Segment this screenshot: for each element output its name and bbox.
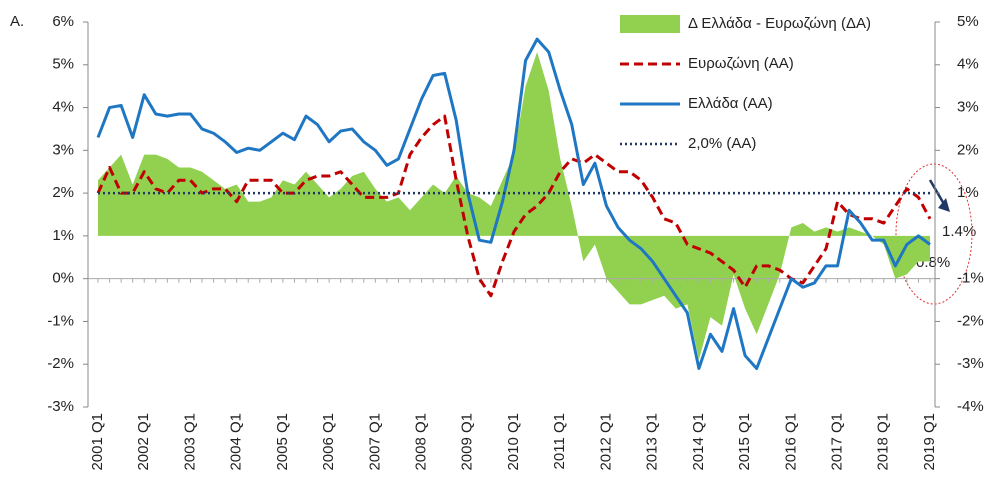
y-tick-label: 5%: [52, 56, 74, 73]
x-tick-label: 2018 Q1: [875, 413, 892, 471]
x-tick-label: 2002 Q1: [135, 413, 152, 471]
legend-swatch: [620, 15, 680, 33]
x-tick-label: 2007 Q1: [366, 413, 383, 471]
x-tick-label: 2016 Q1: [782, 413, 799, 471]
y2-tick-label: -1%: [957, 270, 984, 287]
x-tick-label: 2009 Q1: [459, 413, 476, 471]
y2-tick-label: 3%: [957, 99, 979, 116]
x-tick-label: 2010 Q1: [505, 413, 522, 471]
x-tick-label: 2014 Q1: [690, 413, 707, 471]
y-tick-label: 0%: [52, 270, 74, 287]
x-tick-label: 2019 Q1: [921, 413, 938, 471]
x-tick-label: 2012 Q1: [597, 413, 614, 471]
arrow: [928, 179, 946, 205]
x-tick-label: 2001 Q1: [89, 413, 106, 471]
x-tick-label: 2011 Q1: [551, 413, 568, 469]
panel-label: A.: [10, 13, 24, 30]
y2-tick-label: -4%: [957, 398, 984, 415]
arrow-head: [938, 198, 950, 212]
y2-tick-label: 4%: [957, 56, 979, 73]
highlight-ellipse: [895, 163, 973, 305]
y-tick-label: 3%: [52, 141, 74, 158]
line: [96, 37, 931, 370]
x-tick-label: 2015 Q1: [736, 413, 753, 471]
y2-tick-label: 5%: [957, 13, 979, 30]
legend-label: Δ Ελλάδα - Ευρωζώνη (ΔΑ): [688, 15, 871, 32]
y2-tick-label: 1%: [957, 184, 979, 201]
y-tick-label: 6%: [52, 13, 74, 30]
legend-label: Ευρωζώνη (ΑΑ): [688, 55, 794, 72]
y-tick-label: -3%: [47, 398, 74, 415]
y-tick-label: -1%: [47, 312, 74, 329]
y-tick-label: -2%: [47, 355, 74, 372]
x-tick-label: 2004 Q1: [228, 413, 245, 471]
legend-label: 2,0% (ΑΑ): [688, 135, 756, 152]
x-tick-label: 2006 Q1: [320, 413, 337, 471]
y-tick-label: 2%: [52, 184, 74, 201]
x-tick-label: 2017 Q1: [829, 413, 846, 471]
y-tick-label: 4%: [52, 99, 74, 116]
y2-tick-label: -2%: [957, 312, 984, 329]
x-tick-label: 2008 Q1: [413, 413, 430, 471]
y-tick-label: 1%: [52, 227, 74, 244]
area: [98, 51, 930, 360]
x-tick-label: 2005 Q1: [274, 413, 291, 471]
plot-layer: [98, 51, 930, 360]
annotation: 1.4%: [942, 223, 976, 240]
y2-tick-label: -3%: [957, 355, 984, 372]
x-tick-label: 2003 Q1: [181, 413, 198, 471]
y2-tick-label: 2%: [957, 141, 979, 158]
legend-label: Ελλάδα (ΑΑ): [688, 95, 773, 112]
x-tick-label: 2013 Q1: [644, 413, 661, 471]
